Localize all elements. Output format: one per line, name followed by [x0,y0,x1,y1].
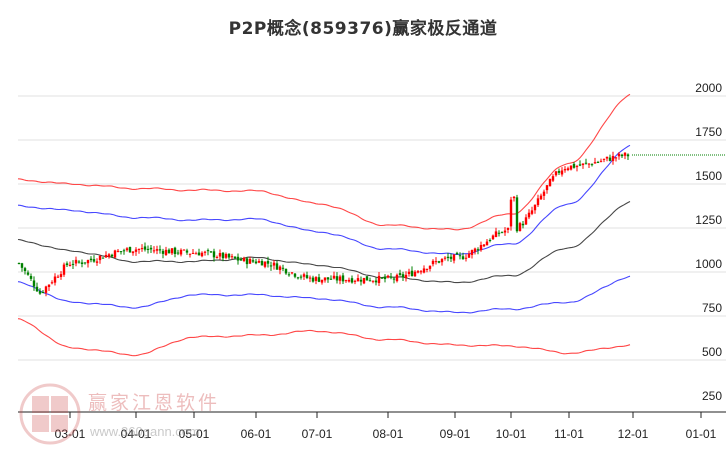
watermark-url: www.360gann.com [90,424,200,439]
x-tick-label: 04-01 [121,427,152,441]
watermark-logo-icon [19,383,81,445]
gridlines [18,95,726,361]
x-tick-label: 01-01 [686,427,717,441]
candlesticks [17,151,630,297]
channel-line-inner_upper [17,144,631,256]
x-tick-label: 11-01 [554,427,584,441]
y-tick-label: 1000 [695,257,722,271]
x-tick-label: 09-01 [440,427,471,441]
y-tick-label: 2000 [695,81,722,95]
y-tick-label: 1250 [695,213,722,227]
x-tick-label: 07-01 [302,427,333,441]
x-axis: 03-01 04-01 05-01 06-01 07-01 08-01 09-01 10-01… [18,411,726,441]
chart-title: P2P概念(859376)赢家极反通道 [228,19,498,39]
x-tick-label: 05-01 [179,427,210,441]
y-tick-label: 500 [702,345,722,359]
x-tick-label: 08-01 [373,427,404,441]
channel-line-outer_lower [17,318,631,357]
y-axis: 2000 1750 1500 1250 1000 750 500 250 [695,81,722,403]
x-tick-label: 12-01 [618,427,649,441]
y-tick-label: 1500 [695,169,722,183]
channel-line-inner_lower [17,275,631,314]
channel-line-middle [17,201,631,284]
channel-lines [17,93,631,357]
x-tick-label: 03-01 [55,427,86,441]
x-tick-label: 06-01 [241,427,272,441]
x-tick-label: 10-01 [496,427,527,441]
y-tick-label: 250 [702,389,722,403]
y-tick-label: 750 [702,301,722,315]
channel-line-outer_upper [17,93,631,231]
watermark-brand: 赢家江恩软件 [88,392,221,414]
y-tick-label: 1750 [695,125,722,139]
